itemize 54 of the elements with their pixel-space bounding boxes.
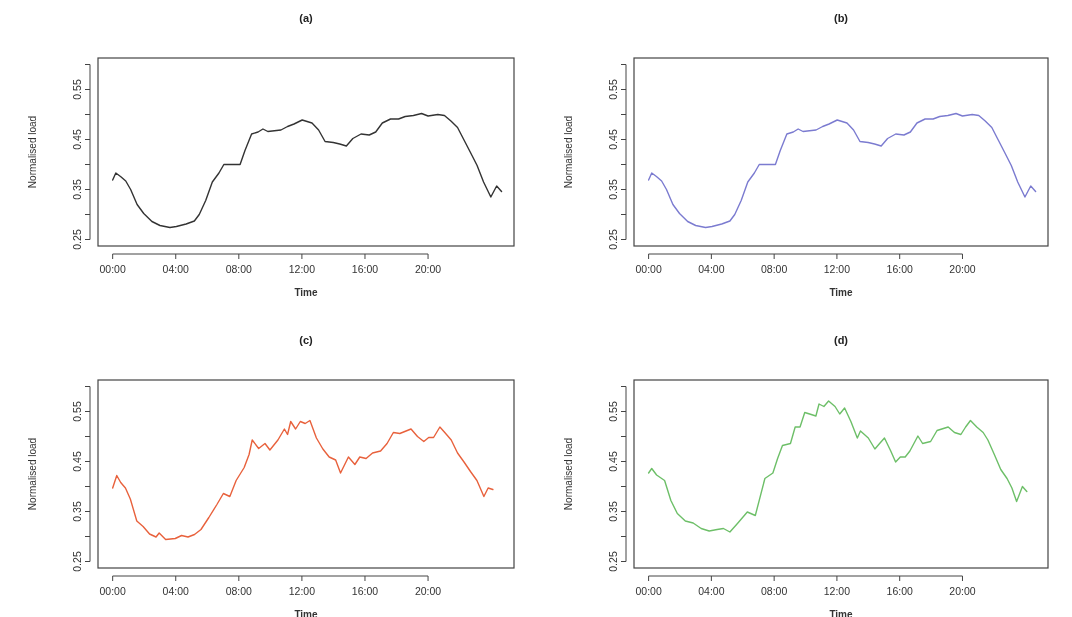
x-axis-title: Time bbox=[829, 287, 854, 298]
y-tick-label: 0.35 bbox=[607, 179, 619, 200]
x-tick-label: 08:00 bbox=[761, 585, 788, 597]
x-tick-label: 04:00 bbox=[698, 263, 725, 275]
y-tick-label: 0.55 bbox=[71, 79, 83, 100]
y-tick-label: 0.45 bbox=[607, 129, 619, 150]
line-series bbox=[647, 112, 1037, 229]
x-tick-label: 00:00 bbox=[635, 585, 662, 597]
x-tick-label: 00:00 bbox=[99, 585, 126, 597]
x-tick-label: 08:00 bbox=[225, 585, 253, 597]
y-tick-label: 0.55 bbox=[607, 401, 619, 422]
y-axis-title: Normalised load bbox=[563, 437, 574, 511]
x-tick-label: 00:00 bbox=[99, 263, 126, 275]
y-tick-label: 0.45 bbox=[71, 129, 83, 150]
x-tick-label: 00:00 bbox=[635, 263, 662, 275]
y-tick-label: 0.45 bbox=[71, 451, 83, 472]
y-tick-label: 0.35 bbox=[71, 501, 83, 522]
line-series bbox=[111, 419, 494, 541]
y-tick-label: 0.35 bbox=[607, 501, 619, 522]
y-tick-label: 0.35 bbox=[71, 179, 83, 200]
x-tick-label: 16:00 bbox=[351, 585, 379, 597]
x-axis-title: Time bbox=[294, 287, 319, 298]
x-tick-label: 16:00 bbox=[886, 263, 913, 275]
x-tick-label: 20:00 bbox=[414, 585, 442, 597]
x-tick-label: 08:00 bbox=[761, 263, 788, 275]
x-tick-label: 04:00 bbox=[698, 585, 725, 597]
y-tick-label: 0.25 bbox=[71, 229, 83, 250]
y-tick-label: 0.25 bbox=[607, 551, 619, 572]
x-tick-label: 12:00 bbox=[288, 263, 316, 275]
y-tick-label: 0.25 bbox=[71, 551, 83, 572]
x-tick-label: 04:00 bbox=[162, 263, 190, 275]
chart-title: (d) bbox=[833, 334, 849, 346]
y-axis-title: Normalised load bbox=[27, 437, 38, 511]
x-tick-label: 20:00 bbox=[414, 263, 442, 275]
line-series bbox=[111, 112, 503, 229]
x-tick-label: 16:00 bbox=[351, 263, 379, 275]
y-tick-label: 0.25 bbox=[607, 229, 619, 250]
y-tick-label: 0.55 bbox=[607, 79, 619, 100]
x-tick-label: 08:00 bbox=[225, 263, 253, 275]
x-tick-label: 20:00 bbox=[949, 585, 976, 597]
chart-title: (b) bbox=[833, 12, 849, 24]
x-tick-label: 12:00 bbox=[823, 263, 851, 275]
y-tick-label: 0.55 bbox=[71, 401, 83, 422]
y-tick-label: 0.45 bbox=[607, 451, 619, 472]
line-series bbox=[647, 400, 1028, 533]
x-tick-label: 12:00 bbox=[288, 585, 316, 597]
y-axis-title: Normalised load bbox=[563, 115, 574, 189]
x-tick-label: 12:00 bbox=[823, 585, 851, 597]
chart-title: (a) bbox=[299, 12, 314, 24]
y-axis-title: Normalised load bbox=[27, 115, 38, 189]
x-tick-label: 16:00 bbox=[886, 585, 913, 597]
chart-title: (c) bbox=[299, 334, 314, 346]
x-tick-label: 20:00 bbox=[949, 263, 976, 275]
x-tick-label: 04:00 bbox=[162, 585, 190, 597]
